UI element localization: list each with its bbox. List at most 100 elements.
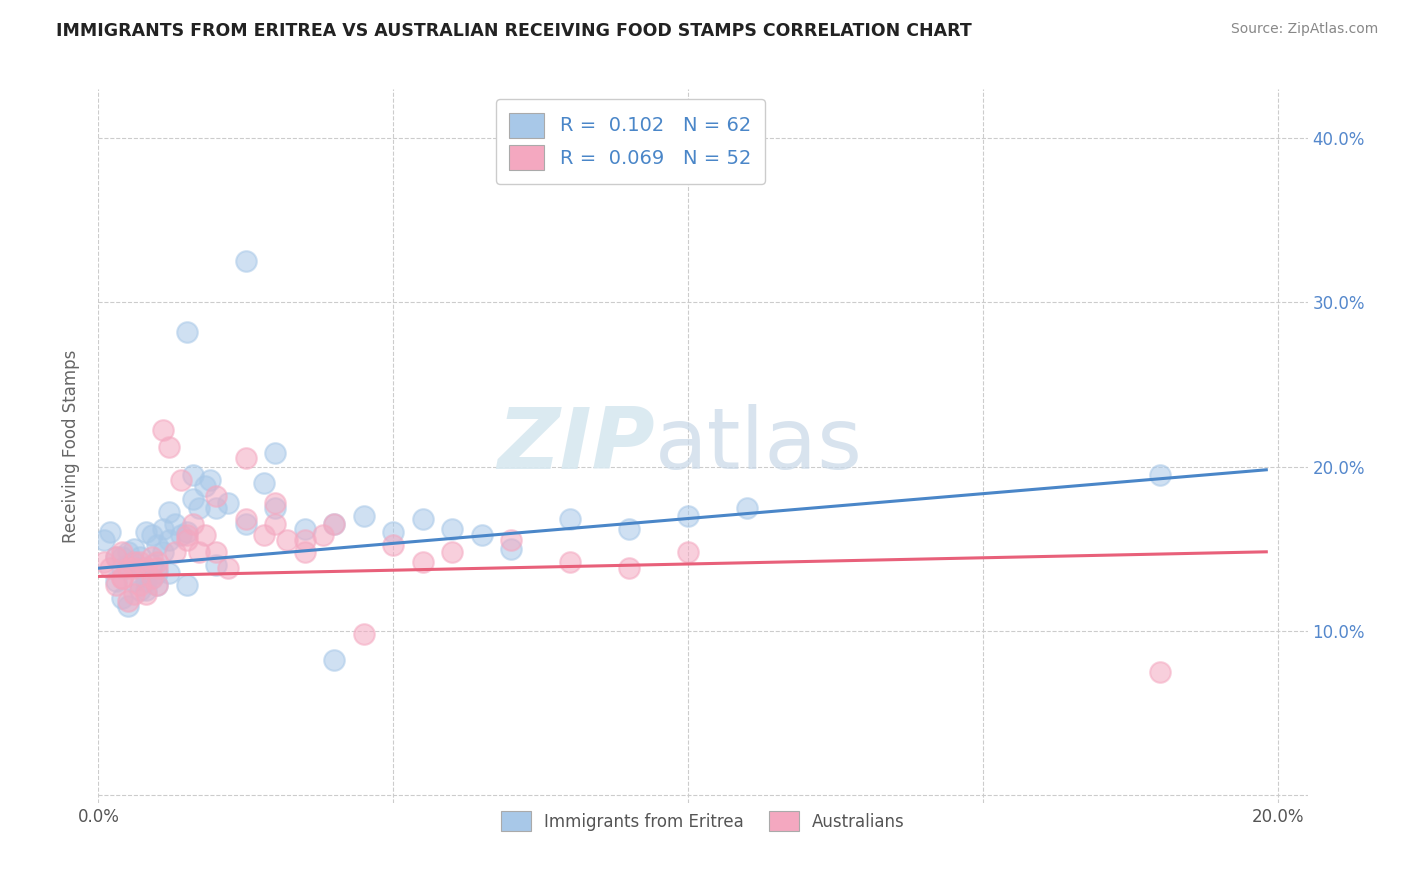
- Point: [205, 489, 228, 503]
- Point: [194, 528, 217, 542]
- Point: [294, 545, 316, 559]
- Point: [412, 555, 434, 569]
- Point: [157, 533, 180, 548]
- Point: [135, 525, 157, 540]
- Point: [252, 475, 274, 490]
- Point: [128, 577, 150, 591]
- Point: [382, 538, 405, 552]
- Point: [111, 545, 134, 559]
- Point: [128, 549, 150, 564]
- Point: [93, 555, 115, 569]
- Point: [678, 545, 700, 559]
- Point: [111, 561, 134, 575]
- Point: [146, 577, 169, 591]
- Point: [170, 473, 193, 487]
- Point: [735, 500, 758, 515]
- Point: [181, 492, 204, 507]
- Point: [194, 479, 217, 493]
- Point: [146, 566, 169, 581]
- Point: [323, 516, 346, 531]
- Point: [165, 516, 187, 531]
- Point: [141, 549, 163, 564]
- Point: [235, 451, 257, 466]
- Point: [141, 571, 163, 585]
- Point: [264, 500, 287, 515]
- Point: [141, 528, 163, 542]
- Point: [122, 561, 145, 575]
- Point: [235, 512, 257, 526]
- Point: [353, 627, 375, 641]
- Point: [105, 549, 128, 564]
- Point: [111, 549, 134, 564]
- Point: [1149, 665, 1171, 679]
- Point: [122, 541, 145, 556]
- Point: [105, 574, 128, 589]
- Point: [135, 574, 157, 589]
- Point: [152, 545, 174, 559]
- Point: [235, 516, 257, 531]
- Point: [146, 555, 169, 569]
- Point: [441, 545, 464, 559]
- Legend: Immigrants from Eritrea, Australians: Immigrants from Eritrea, Australians: [495, 805, 911, 838]
- Point: [181, 467, 204, 482]
- Point: [205, 558, 228, 572]
- Point: [122, 587, 145, 601]
- Point: [93, 533, 115, 548]
- Point: [111, 571, 134, 585]
- Point: [141, 558, 163, 572]
- Point: [323, 653, 346, 667]
- Point: [146, 561, 169, 575]
- Point: [128, 582, 150, 597]
- Point: [471, 528, 494, 542]
- Point: [157, 566, 180, 581]
- Text: Source: ZipAtlas.com: Source: ZipAtlas.com: [1230, 22, 1378, 37]
- Point: [176, 325, 198, 339]
- Point: [176, 577, 198, 591]
- Point: [135, 587, 157, 601]
- Point: [560, 512, 582, 526]
- Point: [105, 549, 128, 564]
- Text: IMMIGRANTS FROM ERITREA VS AUSTRALIAN RECEIVING FOOD STAMPS CORRELATION CHART: IMMIGRANTS FROM ERITREA VS AUSTRALIAN RE…: [56, 22, 972, 40]
- Point: [264, 446, 287, 460]
- Point: [105, 577, 128, 591]
- Point: [117, 561, 139, 575]
- Text: atlas: atlas: [655, 404, 863, 488]
- Point: [264, 495, 287, 509]
- Point: [311, 528, 333, 542]
- Point: [170, 528, 193, 542]
- Y-axis label: Receiving Food Stamps: Receiving Food Stamps: [62, 350, 80, 542]
- Point: [117, 545, 139, 559]
- Point: [294, 522, 316, 536]
- Point: [501, 533, 523, 548]
- Point: [98, 525, 121, 540]
- Point: [146, 577, 169, 591]
- Text: ZIP: ZIP: [496, 404, 655, 488]
- Point: [678, 508, 700, 523]
- Point: [176, 528, 198, 542]
- Point: [128, 561, 150, 575]
- Point: [501, 541, 523, 556]
- Point: [205, 545, 228, 559]
- Point: [157, 440, 180, 454]
- Point: [146, 538, 169, 552]
- Point: [412, 512, 434, 526]
- Point: [176, 533, 198, 548]
- Point: [619, 522, 641, 536]
- Point: [122, 555, 145, 569]
- Point: [152, 424, 174, 438]
- Point: [323, 516, 346, 531]
- Point: [382, 525, 405, 540]
- Point: [187, 500, 209, 515]
- Point: [157, 505, 180, 519]
- Point: [1149, 467, 1171, 482]
- Point: [353, 508, 375, 523]
- Point: [152, 522, 174, 536]
- Point: [276, 533, 298, 548]
- Point: [122, 555, 145, 569]
- Point: [441, 522, 464, 536]
- Point: [294, 533, 316, 548]
- Point: [128, 555, 150, 569]
- Point: [264, 516, 287, 531]
- Point: [98, 561, 121, 575]
- Point: [205, 500, 228, 515]
